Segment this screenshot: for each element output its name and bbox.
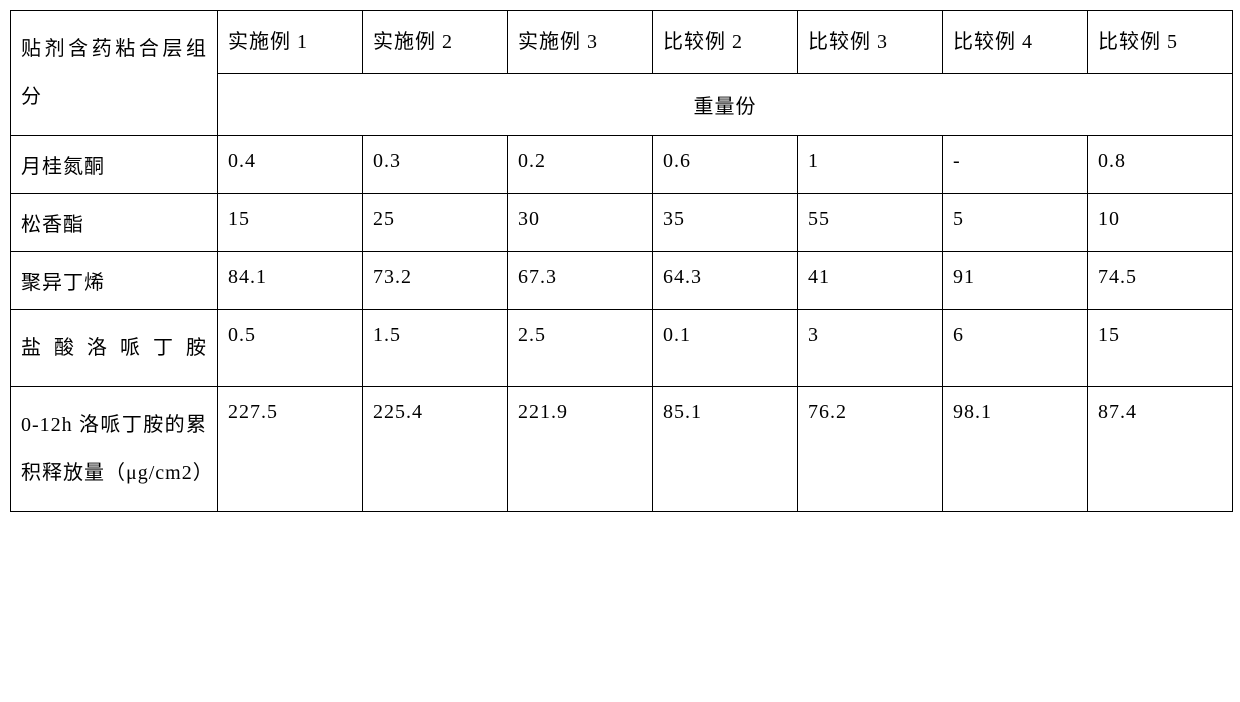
table-cell: 84.1 bbox=[218, 252, 363, 310]
merged-subheader: 重量份 bbox=[218, 73, 1233, 136]
data-table: 贴剂含药粘合层组分 实施例 1 实施例 2 实施例 3 比较例 2 比较例 3 … bbox=[10, 10, 1233, 512]
table-cell: 25 bbox=[363, 194, 508, 252]
table-row: 松香酯 15 25 30 35 55 5 10 bbox=[11, 194, 1233, 252]
table-cell: 0.3 bbox=[363, 136, 508, 194]
table-cell: 98.1 bbox=[943, 387, 1088, 512]
column-header: 比较例 4 bbox=[943, 11, 1088, 74]
table-cell: 74.5 bbox=[1088, 252, 1233, 310]
column-header: 比较例 2 bbox=[653, 11, 798, 74]
row-label: 盐酸洛哌丁胺 bbox=[11, 310, 218, 387]
table-cell: 5 bbox=[943, 194, 1088, 252]
row-label: 0-12h 洛哌丁胺的累积释放量（μg/cm2） bbox=[11, 387, 218, 512]
column-header: 实施例 2 bbox=[363, 11, 508, 74]
row-header-main: 贴剂含药粘合层组分 bbox=[11, 11, 218, 136]
table-cell: 67.3 bbox=[508, 252, 653, 310]
table-cell: 15 bbox=[218, 194, 363, 252]
row-label: 聚异丁烯 bbox=[11, 252, 218, 310]
table-cell: 1 bbox=[798, 136, 943, 194]
table-cell: 73.2 bbox=[363, 252, 508, 310]
table-cell: 221.9 bbox=[508, 387, 653, 512]
table-cell: 76.2 bbox=[798, 387, 943, 512]
table-cell: 0.1 bbox=[653, 310, 798, 387]
table-cell: 6 bbox=[943, 310, 1088, 387]
column-header: 实施例 3 bbox=[508, 11, 653, 74]
table-row: 聚异丁烯 84.1 73.2 67.3 64.3 41 91 74.5 bbox=[11, 252, 1233, 310]
table-cell: 0.8 bbox=[1088, 136, 1233, 194]
row-label: 松香酯 bbox=[11, 194, 218, 252]
table-cell: 87.4 bbox=[1088, 387, 1233, 512]
table-cell: 2.5 bbox=[508, 310, 653, 387]
table-cell: 227.5 bbox=[218, 387, 363, 512]
table-cell: 1.5 bbox=[363, 310, 508, 387]
table-cell: 0.2 bbox=[508, 136, 653, 194]
table-cell: 85.1 bbox=[653, 387, 798, 512]
table-cell: 3 bbox=[798, 310, 943, 387]
table-cell: 10 bbox=[1088, 194, 1233, 252]
table-row: 盐酸洛哌丁胺 0.5 1.5 2.5 0.1 3 6 15 bbox=[11, 310, 1233, 387]
table-cell: 15 bbox=[1088, 310, 1233, 387]
table-cell: 30 bbox=[508, 194, 653, 252]
table-cell: - bbox=[943, 136, 1088, 194]
table-row: 0-12h 洛哌丁胺的累积释放量（μg/cm2） 227.5 225.4 221… bbox=[11, 387, 1233, 512]
table-cell: 35 bbox=[653, 194, 798, 252]
row-label: 月桂氮酮 bbox=[11, 136, 218, 194]
table-cell: 0.5 bbox=[218, 310, 363, 387]
table-cell: 41 bbox=[798, 252, 943, 310]
table-cell: 0.6 bbox=[653, 136, 798, 194]
table-cell: 55 bbox=[798, 194, 943, 252]
table-header-row-1: 贴剂含药粘合层组分 实施例 1 实施例 2 实施例 3 比较例 2 比较例 3 … bbox=[11, 11, 1233, 74]
column-header: 比较例 5 bbox=[1088, 11, 1233, 74]
column-header: 比较例 3 bbox=[798, 11, 943, 74]
column-header: 实施例 1 bbox=[218, 11, 363, 74]
table-row: 月桂氮酮 0.4 0.3 0.2 0.6 1 - 0.8 bbox=[11, 136, 1233, 194]
table-cell: 91 bbox=[943, 252, 1088, 310]
table-cell: 225.4 bbox=[363, 387, 508, 512]
table-cell: 64.3 bbox=[653, 252, 798, 310]
table-cell: 0.4 bbox=[218, 136, 363, 194]
